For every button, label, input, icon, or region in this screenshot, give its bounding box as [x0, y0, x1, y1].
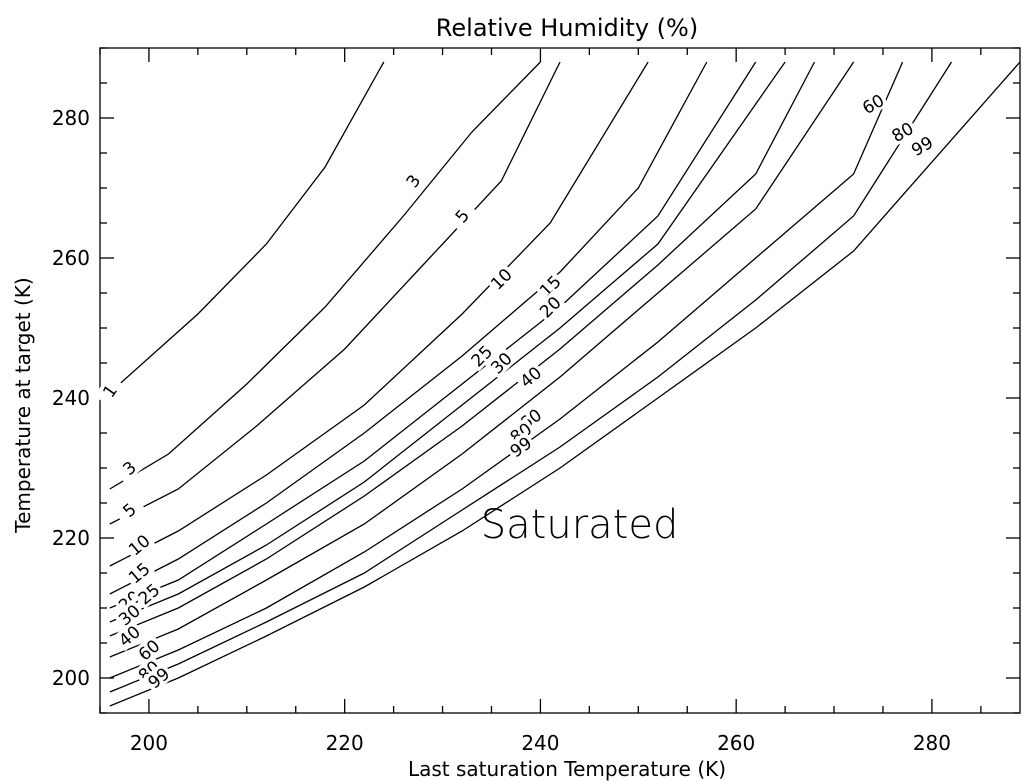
contour-line-40 [109, 61, 855, 658]
contour-label-background [142, 661, 175, 694]
x-axis-label: Last saturation Temperature (K) [408, 757, 726, 781]
x-tick-label: 240 [521, 731, 559, 755]
x-tick-label: 280 [913, 731, 951, 755]
contour-line-15 [109, 61, 708, 595]
contour-label-background [485, 346, 517, 379]
contour-label-20: 20 [536, 293, 565, 322]
contour-label-background [886, 116, 919, 147]
contour-line-10 [109, 61, 649, 567]
axis-tick-labels: 200 220 240 260 280 200 220 240 260 280 [52, 106, 951, 755]
saturated-region-label: Saturated [481, 502, 679, 548]
contour-line-5 [109, 61, 561, 525]
y-tick-label: 220 [52, 526, 90, 550]
contour-line-1 [119, 61, 385, 385]
axis-ticks [99, 47, 1020, 714]
x-tick-label: 260 [717, 731, 755, 755]
y-tick-label: 200 [52, 666, 90, 690]
x-tick-label: 220 [326, 731, 364, 755]
contour-label-background [905, 130, 938, 161]
contour-line-30 [109, 61, 816, 637]
contour-label-background [122, 528, 155, 561]
contour-label-background [112, 619, 146, 652]
contour-label-background [132, 633, 165, 666]
y-tick-label: 280 [52, 106, 90, 130]
contour-label-background [132, 654, 165, 687]
y-tick-label: 240 [52, 386, 90, 410]
contour-label-background [397, 164, 429, 197]
y-tick-label: 260 [52, 246, 90, 270]
contour-label-background [485, 262, 517, 295]
contour-label-background [533, 269, 566, 302]
contour-label-background [504, 431, 537, 462]
contour-label-background [465, 339, 498, 372]
contour-label-background [446, 199, 478, 232]
contour-label-background [533, 290, 566, 323]
contour-label-background [514, 360, 547, 393]
contour-line-3 [109, 61, 541, 490]
contour-label-background [504, 417, 537, 448]
contour-label-60: 60 [859, 91, 888, 119]
contour-lines [109, 61, 1021, 707]
contour-labels: 1335510101515202025253030404060606080808… [94, 88, 938, 694]
contour-line-99 [109, 61, 1021, 707]
contour-label-background [856, 88, 889, 119]
contour-label-40: 40 [517, 363, 546, 392]
contour-label-background [122, 556, 155, 589]
contour-label-background [112, 598, 146, 631]
contour-label-background [132, 577, 165, 610]
contour-label-background [112, 493, 146, 526]
contour-line-80 [109, 61, 953, 693]
x-tick-label: 200 [130, 731, 168, 755]
chart-title: Relative Humidity (%) [436, 14, 698, 42]
y-axis-label: Temperature at target (K) [11, 277, 35, 533]
contour-label-background [94, 374, 125, 407]
contour-line-20 [109, 61, 757, 609]
contour-line-25 [109, 61, 786, 623]
plot-frame [99, 47, 1021, 714]
contour-label-10: 10 [487, 265, 516, 294]
contour-label-background [112, 451, 146, 484]
